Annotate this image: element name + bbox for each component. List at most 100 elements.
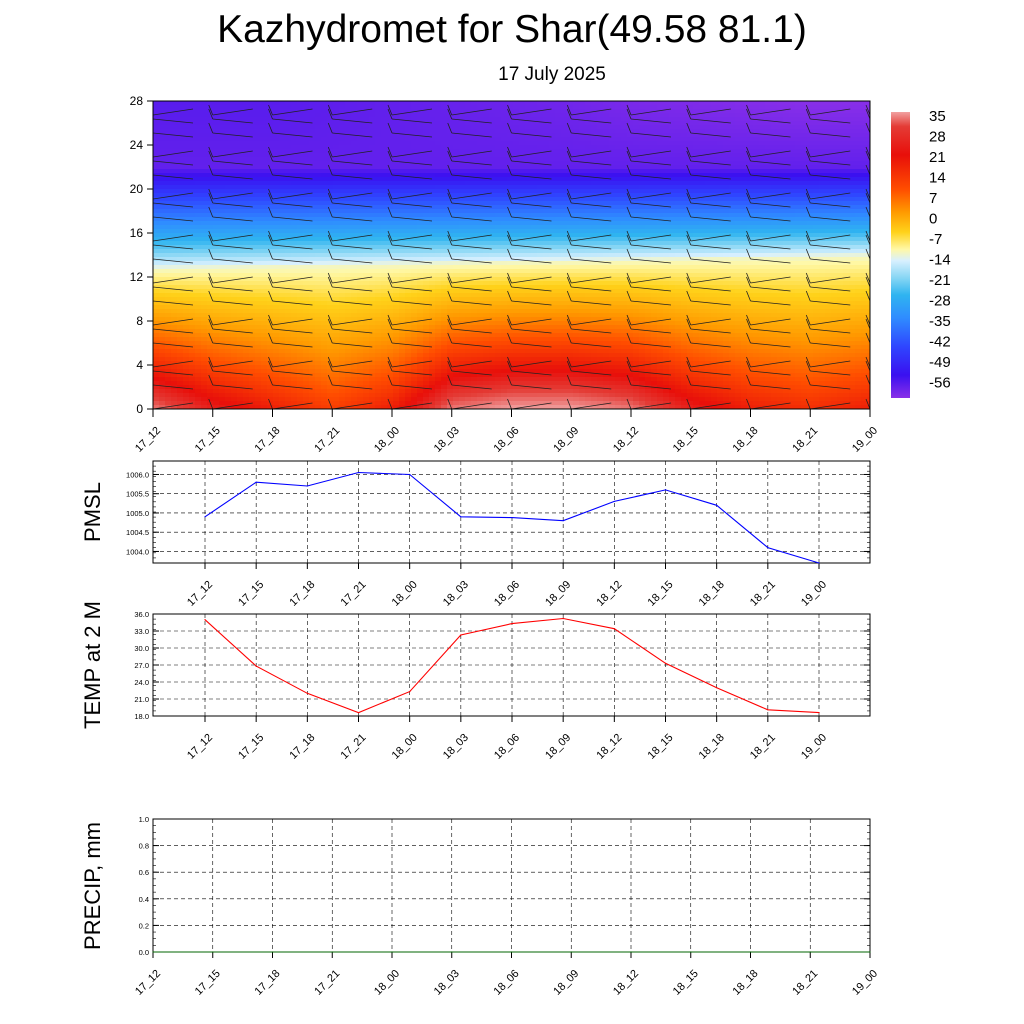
heat-cell	[231, 305, 238, 310]
heat-cell	[351, 189, 358, 194]
heat-cell	[459, 329, 466, 334]
heat-cell	[183, 385, 190, 390]
heat-cell	[231, 333, 238, 338]
heat-cell	[489, 133, 496, 138]
heat-cell	[189, 305, 196, 310]
heat-cell	[513, 281, 520, 286]
heat-cell	[477, 321, 484, 326]
heat-cell	[429, 237, 436, 242]
heat-cell	[387, 377, 394, 382]
heat-cell	[531, 293, 538, 298]
heat-cell	[399, 133, 406, 138]
heat-cell	[381, 305, 388, 310]
heat-cell	[423, 133, 430, 138]
heat-cell	[183, 157, 190, 162]
heat-cell	[333, 205, 340, 210]
heat-cell	[165, 269, 172, 274]
heat-cell	[465, 241, 472, 246]
heat-cell	[447, 325, 454, 330]
heat-cell	[393, 245, 400, 250]
heat-cell	[255, 237, 262, 242]
heat-cell	[243, 397, 250, 402]
heat-cell	[405, 349, 412, 354]
heat-cell	[267, 253, 274, 258]
heat-cell	[471, 233, 478, 238]
heat-cell	[261, 285, 268, 290]
heat-cell	[333, 317, 340, 322]
heat-cell	[471, 313, 478, 318]
heat-cell	[231, 389, 238, 394]
heat-cell	[243, 189, 250, 194]
heat-cell	[369, 101, 376, 106]
heat-cell	[255, 313, 262, 318]
heat-cell	[207, 257, 214, 262]
heat-cell	[309, 269, 316, 274]
heat-cell	[189, 273, 196, 278]
heat-cell	[279, 281, 286, 286]
heat-cell	[465, 237, 472, 242]
heat-cell	[429, 349, 436, 354]
heat-cell	[159, 389, 166, 394]
heat-cell	[531, 305, 538, 310]
heat-cell	[159, 245, 166, 250]
heat-cell	[189, 253, 196, 258]
heat-cell	[405, 305, 412, 310]
heat-cell	[465, 397, 472, 402]
heat-cell	[429, 309, 436, 314]
heat-cell	[315, 389, 322, 394]
heat-cell	[381, 309, 388, 314]
heat-cell	[255, 401, 262, 406]
heat-cell	[441, 397, 448, 402]
heat-cell	[255, 149, 262, 154]
heat-cell	[339, 129, 346, 134]
heat-cell	[171, 289, 178, 294]
heat-cell	[279, 397, 286, 402]
heat-cell	[441, 285, 448, 290]
heat-cell	[417, 313, 424, 318]
heat-cell	[249, 277, 256, 282]
heat-cell	[453, 165, 460, 170]
heat-cell	[207, 101, 214, 106]
heat-cell	[189, 221, 196, 226]
heat-cell	[291, 241, 298, 246]
heat-cell	[417, 349, 424, 354]
heat-cell	[219, 369, 226, 374]
heat-cell	[213, 121, 220, 126]
heat-cell	[459, 389, 466, 394]
heat-cell	[441, 197, 448, 202]
heat-cell	[183, 285, 190, 290]
heat-cell	[315, 205, 322, 210]
heat-cell	[363, 405, 370, 409]
heat-cell	[447, 229, 454, 234]
heat-cell	[243, 241, 250, 246]
heat-cell	[315, 297, 322, 302]
heat-cell	[339, 309, 346, 314]
heat-cell	[387, 133, 394, 138]
heat-cell	[423, 365, 430, 370]
heat-cell	[369, 245, 376, 250]
heat-cell	[441, 313, 448, 318]
heat-cell	[309, 389, 316, 394]
heat-cell	[465, 189, 472, 194]
heat-cell	[309, 141, 316, 146]
heat-cell	[183, 357, 190, 362]
heat-cell	[489, 349, 496, 354]
heat-cell	[519, 301, 526, 306]
heat-cell	[243, 237, 250, 242]
heat-cell	[393, 133, 400, 138]
heat-cell	[213, 309, 220, 314]
heat-cell	[369, 249, 376, 254]
heat-cell	[381, 145, 388, 150]
heat-cell	[405, 317, 412, 322]
heat-cell	[519, 117, 526, 122]
heat-cell	[285, 181, 292, 186]
heat-cell	[279, 213, 286, 218]
heat-cell	[447, 101, 454, 106]
heat-cell	[321, 329, 328, 334]
heat-cell	[261, 205, 268, 210]
heat-cell	[429, 289, 436, 294]
heat-cell	[279, 173, 286, 178]
heat-cell	[435, 149, 442, 154]
heat-cell	[207, 241, 214, 246]
heat-cell	[195, 269, 202, 274]
